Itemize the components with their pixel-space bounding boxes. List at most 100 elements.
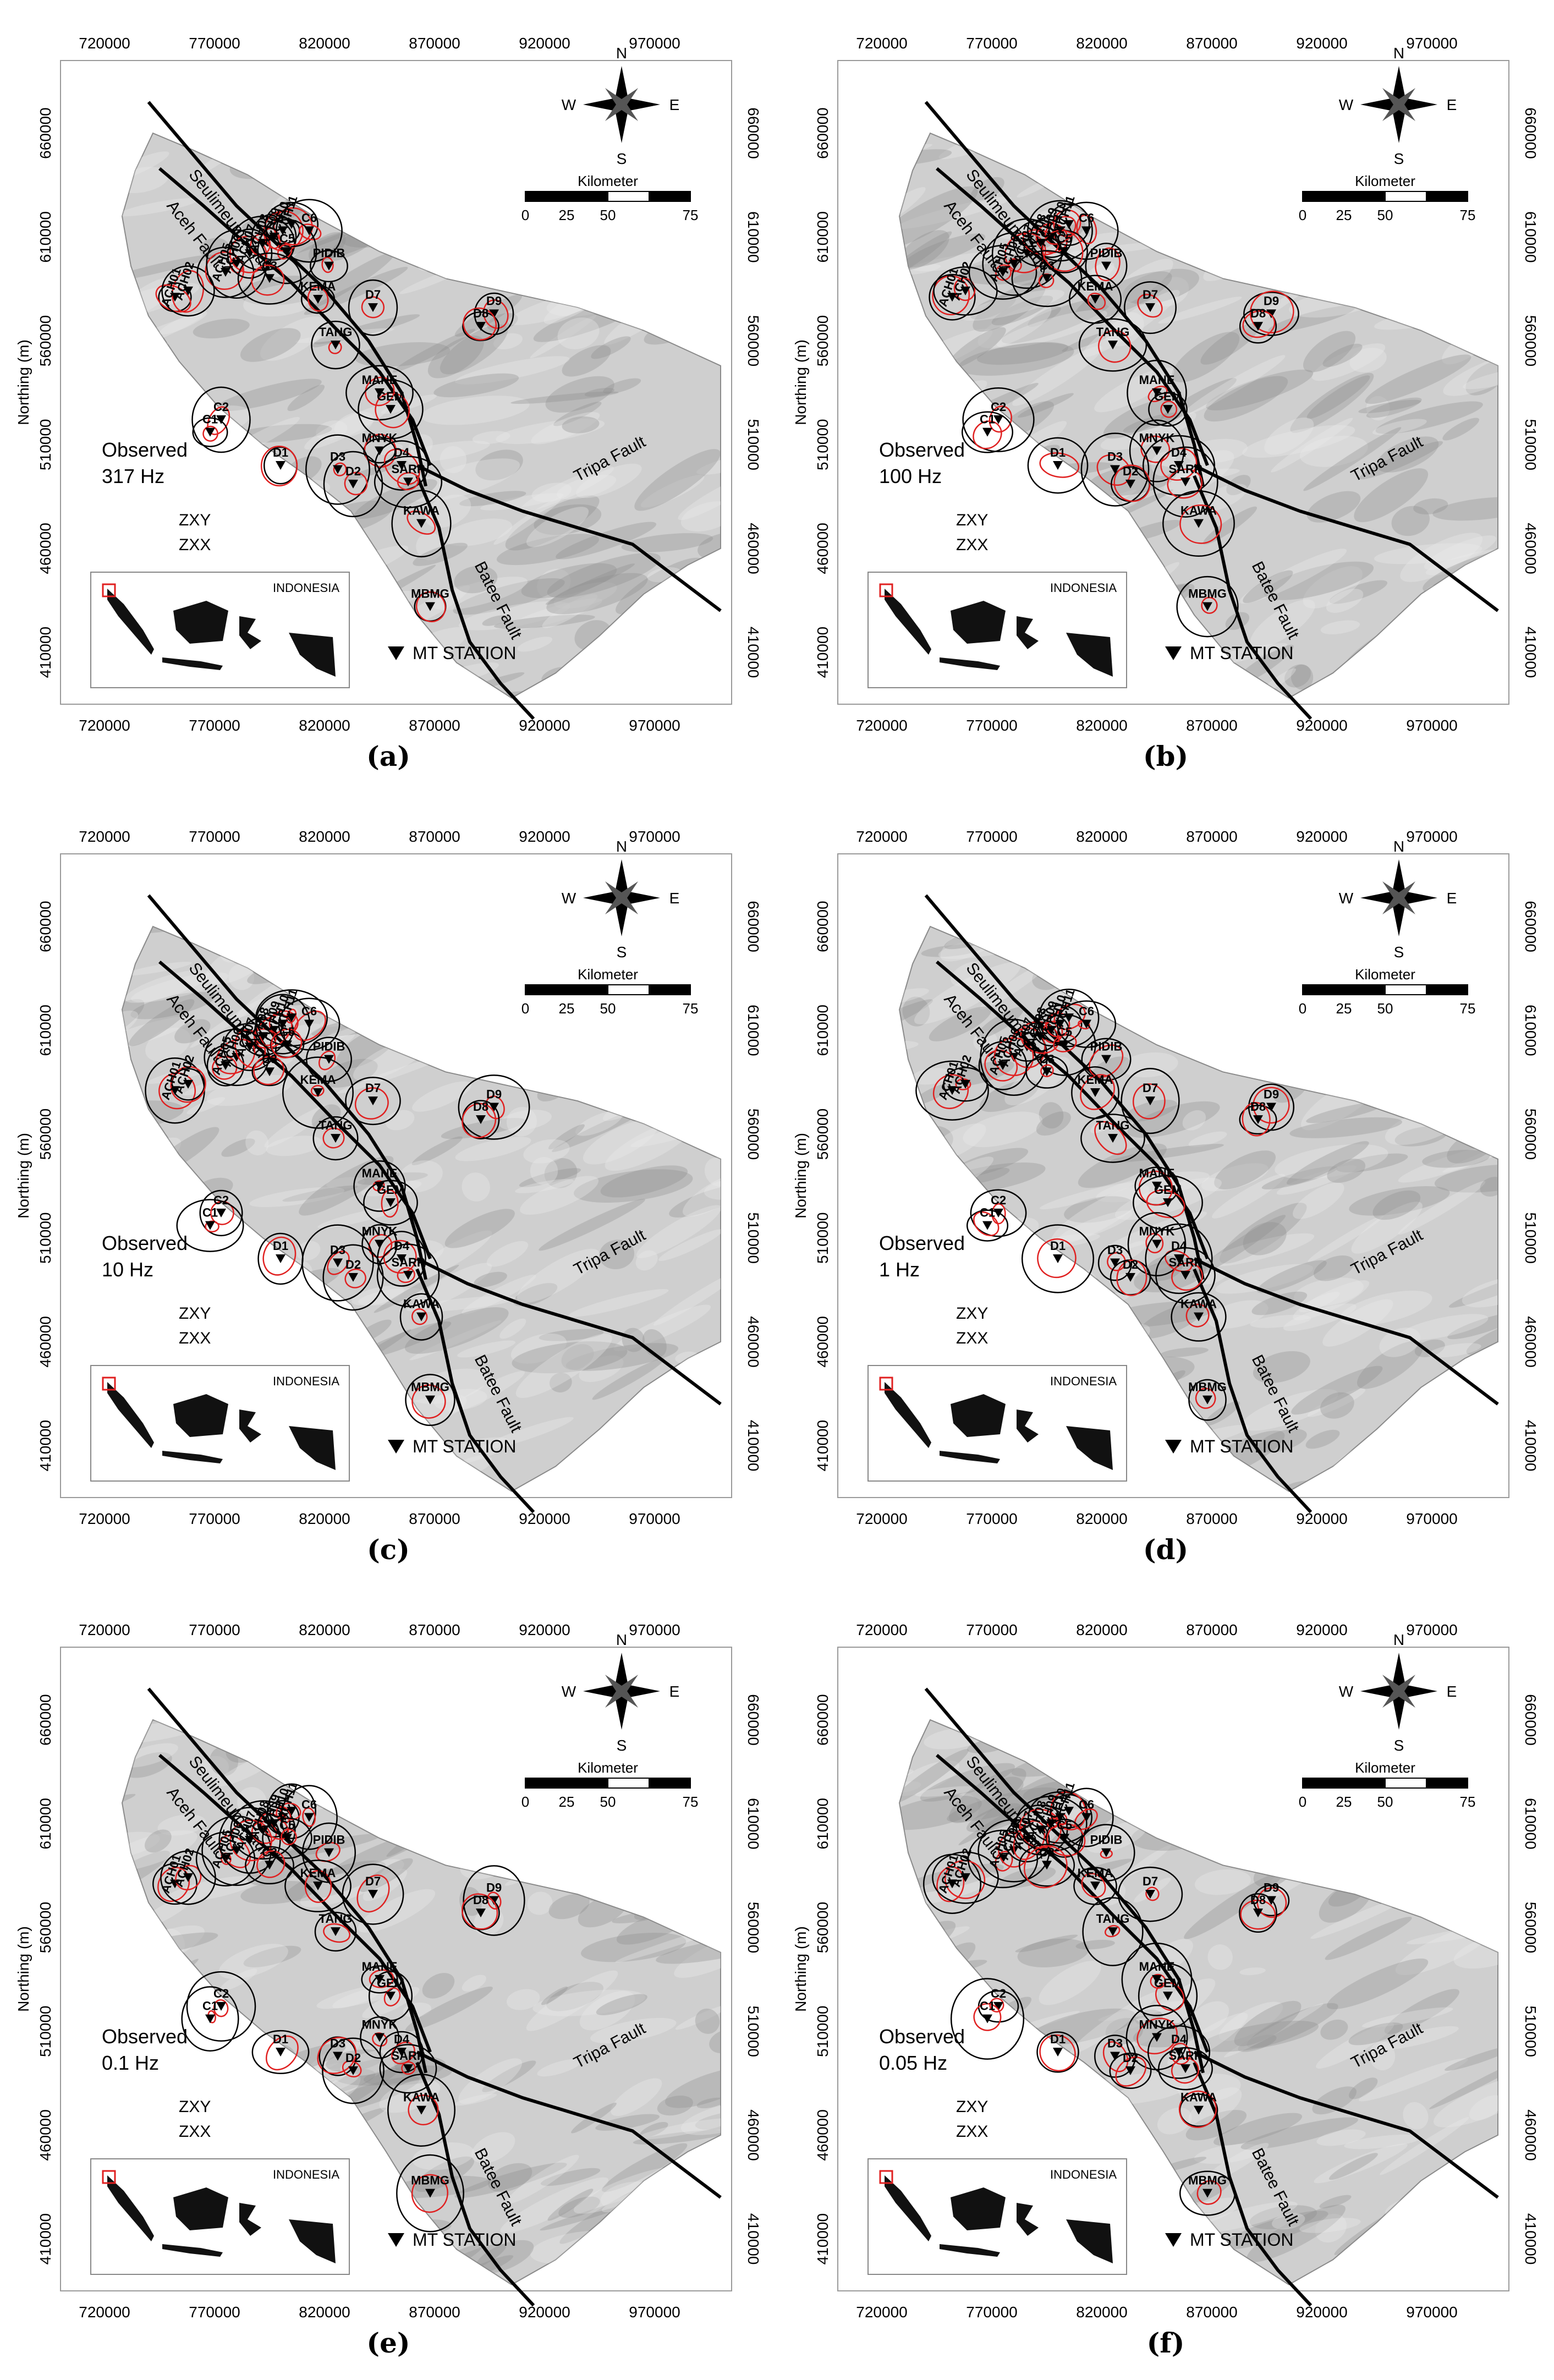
northing-tick-left: 660000 — [37, 107, 54, 158]
y-axis-label: Northing (m) — [15, 1133, 32, 1219]
station-marker — [216, 2001, 226, 2011]
zxy-ellipse — [1021, 1224, 1095, 1293]
station-marker — [1152, 1181, 1162, 1191]
station-marker — [1110, 2052, 1120, 2061]
easting-tick-bottom: 920000 — [519, 717, 570, 732]
easting-tick-top: 770000 — [966, 828, 1017, 845]
zxx-ellipse — [1046, 1823, 1086, 1857]
inset-map — [885, 589, 1113, 677]
y-axis-label: Northing (m) — [792, 1133, 809, 1219]
zxx-ellipse — [304, 1869, 332, 1903]
stations — [145, 989, 530, 1427]
zxx-ellipse — [383, 1987, 401, 2007]
zxx-ellipse — [1098, 330, 1132, 363]
station-marker — [1108, 1927, 1118, 1937]
zxy-ellipse — [199, 1189, 243, 1237]
zxx-ellipse — [407, 510, 436, 535]
northing-tick-right: 510000 — [1522, 419, 1539, 470]
easting-tick-bottom: 770000 — [966, 717, 1017, 732]
zxy-ellipse — [1176, 575, 1239, 638]
station-label: D4 — [1171, 446, 1187, 459]
panel-c: Seulimeum Fault Aceh Fault Tripa Fault Bate… — [0, 793, 777, 1587]
station-marker — [998, 267, 1008, 277]
inset-location-box — [879, 2170, 893, 2184]
station-marker — [1059, 247, 1069, 256]
northing-tick-right: 660000 — [745, 901, 762, 952]
station-label: D8 — [1250, 306, 1266, 320]
station-marker — [1110, 465, 1120, 474]
station-label: C2 — [991, 1987, 1006, 2000]
zxx-ellipse — [1185, 1303, 1210, 1328]
station-marker — [333, 465, 343, 474]
zxx-ellipse — [266, 2035, 299, 2071]
zxy-ellipse — [1027, 200, 1093, 262]
station-marker — [489, 309, 499, 319]
station-label: D1 — [1050, 1239, 1066, 1253]
zxy-ellipse — [1117, 1866, 1183, 1922]
station-marker — [416, 2105, 426, 2115]
fault-line-batee — [415, 1268, 535, 1513]
zxy-ellipse — [458, 1074, 530, 1140]
compass-e: E — [669, 96, 680, 113]
zxx-ellipse — [989, 405, 1012, 433]
easting-tick-bottom: 770000 — [189, 2304, 240, 2318]
easting-tick-bottom: 770000 — [189, 1510, 240, 1525]
zxx-ellipse — [213, 1999, 229, 2017]
easting-tick-bottom: 920000 — [519, 2304, 570, 2318]
easting-tick-top: 720000 — [856, 828, 907, 845]
easting-tick-top: 970000 — [629, 35, 680, 52]
compass-n: N — [1393, 45, 1404, 62]
zxy-ellipse — [1109, 2052, 1152, 2089]
easting-tick-bottom: 720000 — [856, 1510, 907, 1525]
legend-zxy: ZXY — [956, 2098, 988, 2116]
northing-tick-right: 460000 — [1522, 1316, 1539, 1367]
station-marker — [313, 295, 323, 304]
station-label: MNYK — [362, 431, 398, 445]
station-label: C3 — [1039, 259, 1055, 272]
easting-tick-top: 720000 — [79, 35, 130, 52]
zxy-ellipse — [195, 1831, 256, 1887]
legend-station-marker — [1165, 646, 1182, 660]
zxy-ellipse — [1152, 446, 1218, 518]
station-marker — [221, 267, 230, 277]
easting-tick-bottom: 970000 — [1406, 717, 1457, 732]
station-label: MANE — [1139, 373, 1175, 387]
fault-line-batee — [1193, 475, 1313, 720]
zxy-ellipse — [1158, 2047, 1213, 2091]
station-marker — [205, 427, 215, 437]
station-marker — [276, 460, 285, 470]
zxy-ellipse — [1080, 1114, 1145, 1163]
legend-zxx: ZXX — [956, 1329, 988, 1347]
zxx-ellipse — [955, 1078, 971, 1090]
station-marker — [269, 1026, 279, 1035]
easting-tick-top: 870000 — [409, 828, 460, 845]
station-marker — [960, 286, 970, 295]
station-label: D9 — [486, 1087, 502, 1101]
compass-e: E — [1447, 890, 1457, 907]
zxx-ellipse — [262, 1236, 296, 1276]
zxy-ellipse — [980, 1018, 1048, 1096]
zxx-ellipse — [317, 2037, 357, 2074]
station-marker — [258, 1032, 268, 1041]
station-marker — [1152, 1240, 1162, 1249]
zxy-ellipse — [1097, 1244, 1133, 1281]
northing-tick-right: 560000 — [745, 315, 762, 366]
station-marker — [324, 261, 334, 271]
legend-station-marker — [1165, 2233, 1182, 2247]
station-marker — [947, 1879, 957, 1889]
panel-f: Seulimeum Fault Aceh Fault Tripa Fault Bate… — [777, 1587, 1554, 2380]
zxy-ellipse — [982, 232, 1046, 296]
station-marker — [183, 286, 193, 295]
station-marker — [1266, 309, 1276, 319]
zxx-ellipse — [253, 1055, 285, 1085]
zxy-ellipse — [1133, 1175, 1203, 1231]
station-marker — [331, 1927, 341, 1937]
easting-tick-bottom: 870000 — [1186, 1510, 1237, 1525]
station-marker — [216, 1208, 226, 1218]
zxx-ellipse — [356, 1874, 390, 1913]
station-marker — [947, 293, 957, 302]
station-marker — [375, 388, 385, 397]
zxx-ellipse — [1242, 1102, 1271, 1137]
station-marker — [1064, 220, 1074, 229]
fault-line-batee — [1193, 2061, 1313, 2307]
